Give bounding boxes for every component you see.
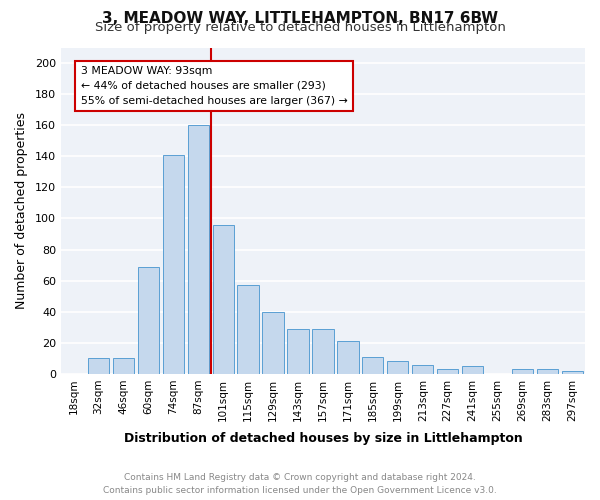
X-axis label: Distribution of detached houses by size in Littlehampton: Distribution of detached houses by size … — [124, 432, 523, 445]
Bar — [113, 358, 134, 374]
Bar — [262, 312, 284, 374]
Bar — [88, 358, 109, 374]
Text: Contains HM Land Registry data © Crown copyright and database right 2024.
Contai: Contains HM Land Registry data © Crown c… — [103, 473, 497, 495]
Bar — [362, 357, 383, 374]
Bar — [287, 329, 308, 374]
Bar — [163, 154, 184, 374]
Text: 3, MEADOW WAY, LITTLEHAMPTON, BN17 6BW: 3, MEADOW WAY, LITTLEHAMPTON, BN17 6BW — [102, 11, 498, 26]
Bar — [412, 364, 433, 374]
Bar — [437, 369, 458, 374]
Text: Size of property relative to detached houses in Littlehampton: Size of property relative to detached ho… — [95, 22, 505, 35]
Bar — [562, 371, 583, 374]
Bar — [537, 369, 558, 374]
Bar — [238, 286, 259, 374]
Bar — [313, 329, 334, 374]
Bar — [137, 266, 159, 374]
Bar — [462, 366, 484, 374]
Bar — [212, 224, 234, 374]
Bar — [512, 369, 533, 374]
Bar — [337, 342, 359, 374]
Bar — [387, 362, 409, 374]
Y-axis label: Number of detached properties: Number of detached properties — [15, 112, 28, 309]
Text: 3 MEADOW WAY: 93sqm
← 44% of detached houses are smaller (293)
55% of semi-detac: 3 MEADOW WAY: 93sqm ← 44% of detached ho… — [81, 66, 347, 106]
Bar — [188, 125, 209, 374]
